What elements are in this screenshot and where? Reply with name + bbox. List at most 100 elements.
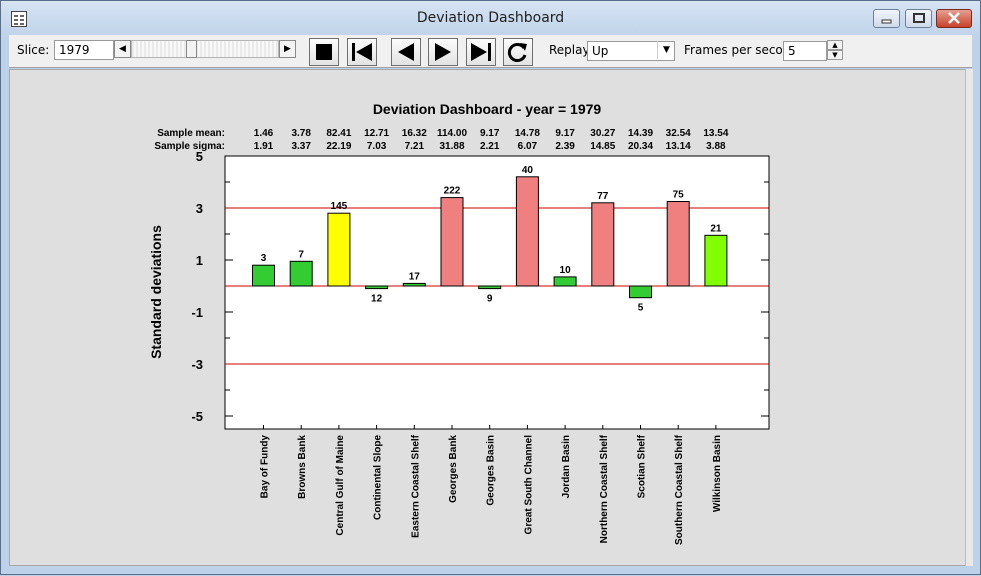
stats-row: 1.46 3.78 82.41 12.71 16.32 114.00 9.17 14.78 9.… (254, 128, 729, 152)
replay-select-value: Up (592, 44, 609, 58)
sample-sigma-value: 1.91 (254, 141, 274, 152)
step-back-icon (398, 43, 414, 61)
slice-input[interactable]: 1979 (54, 40, 114, 60)
y-tick-label: -5 (191, 409, 203, 424)
slice-right-arrow-icon[interactable]: ▶ (279, 40, 296, 58)
sample-mean-value: 32.54 (666, 128, 691, 139)
bar (704, 234, 728, 287)
spin-up-icon[interactable]: ▲ (827, 40, 843, 50)
refresh-icon (507, 43, 527, 62)
skip-first-icon (352, 43, 372, 61)
replay-select[interactable]: Up (587, 41, 675, 61)
y-tick-label: 5 (196, 149, 203, 164)
minimize-button[interactable] (873, 9, 900, 28)
sample-sigma-value: 20.34 (628, 141, 653, 152)
sample-mean-value: 30.27 (590, 128, 615, 139)
slice-scrollbar[interactable] (131, 40, 279, 58)
chevron-down-icon[interactable]: ▼ (657, 41, 675, 59)
bar (591, 202, 615, 287)
maximize-icon (913, 13, 925, 23)
sample-sigma-value: 22.19 (326, 141, 351, 152)
bar (666, 201, 690, 287)
bar (365, 285, 389, 290)
sample-mean-value: 12.71 (364, 128, 389, 139)
app-grid-icon[interactable] (11, 11, 27, 27)
sample-sigma-value: 6.07 (518, 141, 538, 152)
x-axis-labels: Bay of Fundy Browns Bank Central Gulf of M… (260, 434, 723, 545)
sample-mean-value: 14.39 (628, 128, 653, 139)
category-label: Scotian Shelf (637, 434, 648, 498)
bar (402, 282, 426, 287)
bar-value-label: 12 (371, 294, 383, 305)
category-label: Eastern Coastal Shelf (410, 434, 421, 537)
bar (629, 285, 652, 299)
category-label: Georges Basin (486, 435, 497, 506)
category-label: Southern Coastal Shelf (674, 434, 685, 545)
sample-sigma-value: 14.85 (590, 141, 615, 152)
sample-sigma-value: 3.88 (706, 141, 726, 152)
vertical-scrollbar[interactable] (965, 69, 973, 566)
bar-value-label: 77 (597, 191, 609, 202)
bar-value-label: 7 (298, 249, 304, 260)
step-back-button[interactable] (391, 38, 421, 66)
sample-mean-value: 1.46 (254, 128, 274, 139)
chart-title: Deviation Dashboard - year = 1979 (373, 101, 602, 117)
play-button[interactable] (428, 38, 458, 66)
y-tick-label: -3 (191, 357, 203, 372)
slice-scroll-thumb[interactable] (186, 40, 197, 58)
sample-mean-value: 16.32 (402, 128, 427, 139)
bar-value-label: 10 (560, 265, 572, 276)
replay-button[interactable] (503, 38, 533, 66)
minimize-icon (881, 19, 892, 24)
sample-sigma-value: 7.03 (367, 141, 387, 152)
bar-value-label: 145 (331, 201, 348, 212)
y-axis-label: Standard deviations (148, 225, 164, 359)
fps-label: Frames per second: (684, 43, 803, 57)
spin-down-icon[interactable]: ▼ (827, 50, 843, 60)
bar-value-label: 17 (409, 271, 421, 282)
bar (553, 276, 577, 287)
category-label: Northern Coastal Shelf (599, 434, 610, 543)
bar-value-label: 222 (444, 186, 461, 197)
sample-sigma-value: 31.88 (439, 141, 464, 152)
category-label: Central Gulf of Maine (335, 435, 346, 536)
category-label: Continental Slope (373, 435, 384, 520)
category-label: Great South Channel (523, 435, 534, 535)
replay-label: Replay: (549, 43, 593, 57)
slice-label: Slice: (17, 43, 50, 57)
sample-mean-value: 82.41 (326, 128, 351, 139)
title-bar: Deviation Dashboard (1, 1, 980, 35)
sample-mean-value: 9.17 (555, 128, 575, 139)
sample-mean-value: 114.00 (437, 128, 467, 139)
slice-left-arrow-icon[interactable]: ◀ (114, 40, 131, 58)
sample-mean-label: Sample mean: (157, 128, 225, 139)
fps-input[interactable]: 5 (783, 41, 827, 61)
sample-sigma-value: 2.21 (480, 141, 500, 152)
y-tick-label: 3 (196, 201, 203, 216)
toolbar: Slice: 1979 ◀ ▶ Replay: Up ▼ Frames per … (9, 35, 972, 68)
skip-last-icon (471, 43, 491, 61)
category-label: Jordan Basin (561, 435, 572, 498)
bar-value-label: 5 (638, 303, 644, 314)
plot-area (224, 155, 770, 430)
bar-value-label: 21 (710, 223, 722, 234)
bar (440, 197, 464, 287)
close-button[interactable] (936, 9, 972, 28)
y-tick-label: 1 (196, 253, 203, 268)
sample-mean-value: 14.78 (515, 128, 540, 139)
first-frame-button[interactable] (347, 38, 377, 66)
bar-value-label: 40 (522, 165, 534, 176)
category-label: Bay of Fundy (260, 435, 271, 499)
category-label: Georges Bank (448, 435, 459, 503)
bar (252, 264, 275, 287)
category-label: Wilkinson Basin (712, 435, 723, 512)
bar-series: 3 7 145 12 17 222 9 40 10 77 5 75 21 (252, 165, 728, 314)
sample-sigma-value: 3.37 (291, 141, 311, 152)
maximize-button[interactable] (905, 9, 932, 28)
last-frame-button[interactable] (466, 38, 496, 66)
sample-sigma-value: 2.39 (555, 141, 575, 152)
stop-icon (316, 44, 332, 60)
stop-button[interactable] (309, 38, 339, 66)
window-title: Deviation Dashboard (416, 10, 565, 26)
